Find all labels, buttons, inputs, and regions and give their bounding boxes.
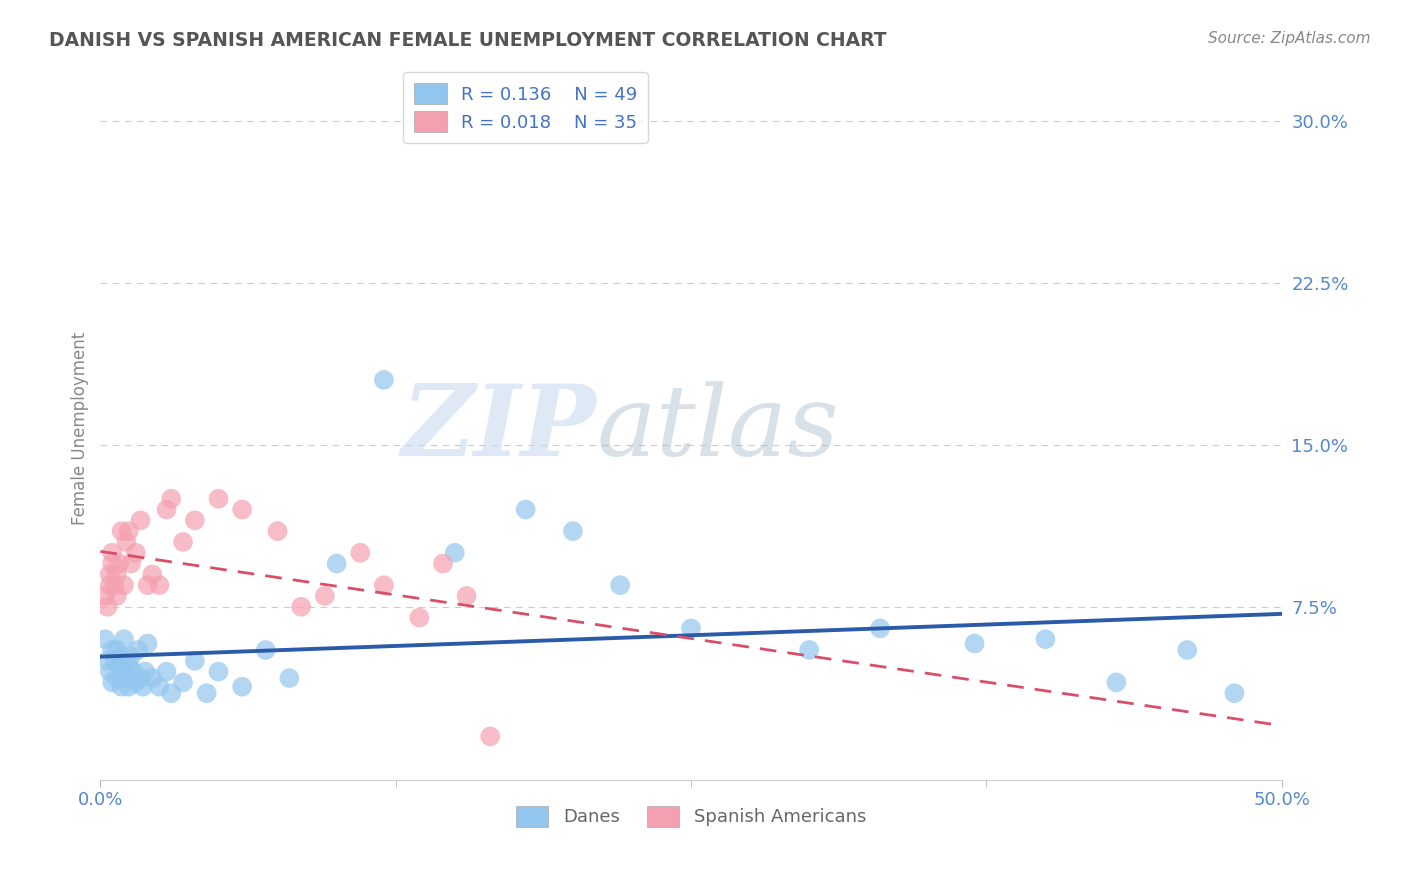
Point bbox=[314, 589, 336, 603]
Point bbox=[134, 665, 156, 679]
Point bbox=[105, 643, 128, 657]
Point bbox=[110, 524, 132, 538]
Point bbox=[103, 654, 125, 668]
Point bbox=[122, 665, 145, 679]
Point bbox=[373, 578, 395, 592]
Point bbox=[456, 589, 478, 603]
Point bbox=[479, 730, 502, 744]
Point bbox=[105, 589, 128, 603]
Point bbox=[108, 658, 131, 673]
Point bbox=[1175, 643, 1198, 657]
Point bbox=[141, 671, 163, 685]
Point bbox=[120, 557, 142, 571]
Point bbox=[155, 665, 177, 679]
Point bbox=[112, 632, 135, 647]
Point bbox=[120, 649, 142, 664]
Point bbox=[172, 535, 194, 549]
Point bbox=[118, 680, 141, 694]
Point bbox=[112, 665, 135, 679]
Point bbox=[290, 599, 312, 614]
Point bbox=[266, 524, 288, 538]
Point bbox=[155, 502, 177, 516]
Point bbox=[160, 491, 183, 506]
Point bbox=[207, 491, 229, 506]
Point bbox=[141, 567, 163, 582]
Point bbox=[115, 535, 138, 549]
Point bbox=[148, 578, 170, 592]
Point bbox=[1223, 686, 1246, 700]
Point bbox=[195, 686, 218, 700]
Point bbox=[98, 567, 121, 582]
Point bbox=[105, 567, 128, 582]
Legend: Danes, Spanish Americans: Danes, Spanish Americans bbox=[509, 798, 873, 834]
Point bbox=[325, 557, 347, 571]
Point bbox=[118, 524, 141, 538]
Point bbox=[172, 675, 194, 690]
Point bbox=[101, 557, 124, 571]
Point bbox=[136, 578, 159, 592]
Text: ZIP: ZIP bbox=[402, 380, 596, 477]
Point bbox=[118, 658, 141, 673]
Point bbox=[132, 680, 155, 694]
Point bbox=[94, 632, 117, 647]
Point bbox=[129, 513, 152, 527]
Point bbox=[207, 665, 229, 679]
Point bbox=[609, 578, 631, 592]
Point bbox=[160, 686, 183, 700]
Point bbox=[125, 675, 148, 690]
Point bbox=[110, 649, 132, 664]
Point bbox=[963, 636, 986, 650]
Point bbox=[98, 578, 121, 592]
Point bbox=[443, 546, 465, 560]
Point bbox=[101, 546, 124, 560]
Point bbox=[136, 636, 159, 650]
Point bbox=[105, 671, 128, 685]
Text: Source: ZipAtlas.com: Source: ZipAtlas.com bbox=[1208, 31, 1371, 46]
Point bbox=[127, 643, 149, 657]
Point bbox=[115, 671, 138, 685]
Point bbox=[98, 665, 121, 679]
Text: DANISH VS SPANISH AMERICAN FEMALE UNEMPLOYMENT CORRELATION CHART: DANISH VS SPANISH AMERICAN FEMALE UNEMPL… bbox=[49, 31, 887, 50]
Point bbox=[1035, 632, 1057, 647]
Point bbox=[231, 502, 253, 516]
Point bbox=[799, 643, 821, 657]
Point bbox=[869, 621, 891, 635]
Text: atlas: atlas bbox=[596, 381, 839, 476]
Point bbox=[101, 675, 124, 690]
Point bbox=[96, 599, 118, 614]
Point bbox=[148, 680, 170, 694]
Point bbox=[125, 546, 148, 560]
Point bbox=[254, 643, 277, 657]
Point bbox=[129, 671, 152, 685]
Point bbox=[432, 557, 454, 571]
Point bbox=[1105, 675, 1128, 690]
Point bbox=[103, 578, 125, 592]
Y-axis label: Female Unemployment: Female Unemployment bbox=[72, 332, 89, 525]
Point bbox=[94, 589, 117, 603]
Point bbox=[373, 373, 395, 387]
Point bbox=[679, 621, 702, 635]
Point bbox=[231, 680, 253, 694]
Point bbox=[96, 654, 118, 668]
Point bbox=[349, 546, 371, 560]
Point bbox=[110, 680, 132, 694]
Point bbox=[184, 654, 207, 668]
Point bbox=[278, 671, 301, 685]
Point bbox=[184, 513, 207, 527]
Point bbox=[101, 643, 124, 657]
Point bbox=[108, 557, 131, 571]
Point bbox=[515, 502, 537, 516]
Point bbox=[112, 578, 135, 592]
Point bbox=[561, 524, 583, 538]
Point bbox=[408, 610, 430, 624]
